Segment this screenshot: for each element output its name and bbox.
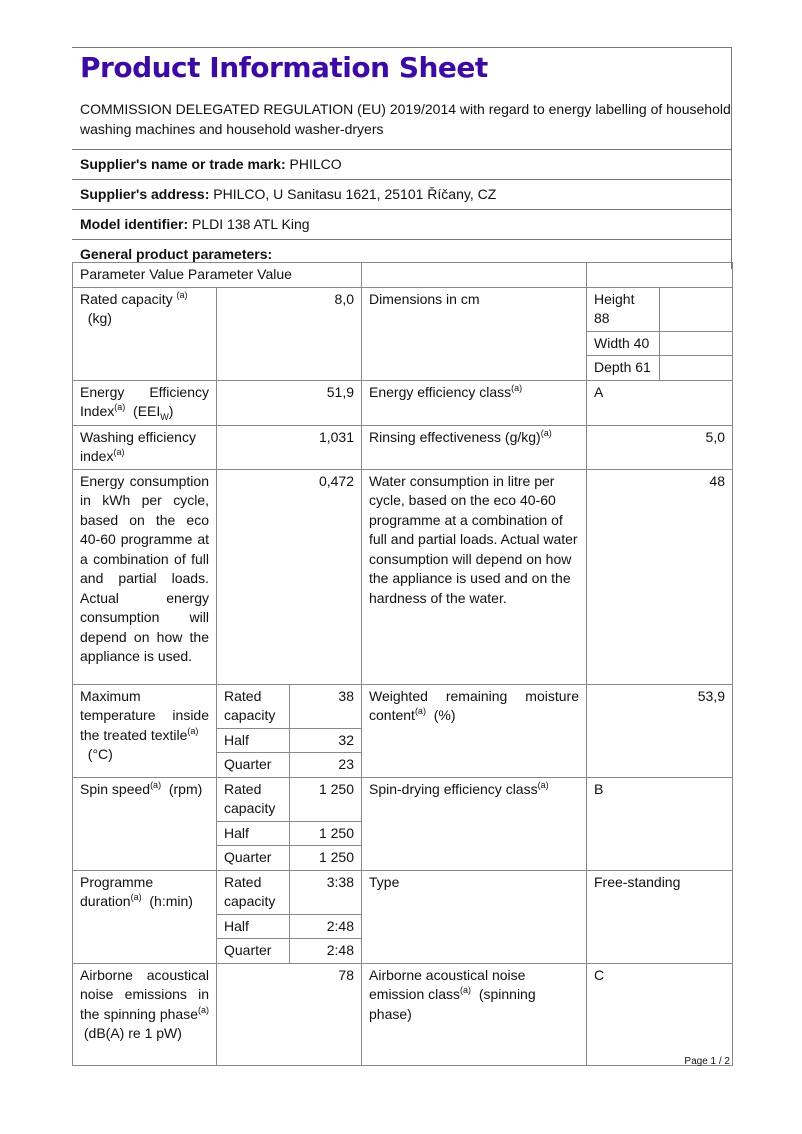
rated-capacity-label: Rated capacity (a) (kg) [72, 286, 217, 381]
table-row: Washing efficiency index(a) 1,031 Rinsin… [72, 424, 733, 470]
supplier-address: Supplier's address: PHILCO, U Sanitasu 1… [72, 179, 731, 209]
table-row: Programme duration(a) (h:min) Rated capa… [72, 869, 733, 964]
table-header-row: Parameter Value Parameter Value [72, 262, 733, 288]
general-parameters-heading: General product parameters: [72, 239, 731, 269]
table-row: Spin speed(a) (rpm) Rated capacity 1 250 … [72, 776, 733, 871]
regulation-text: COMMISSION DELEGATED REGULATION (EU) 201… [80, 101, 731, 137]
table-row: Maximum temperature inside the treated t… [72, 683, 733, 778]
table-row: Rated capacity (a) (kg) 8,0 Dimensions i… [72, 286, 733, 381]
table-row: Airborne acoustical noise emissions in t… [72, 962, 733, 1066]
table-row: Energy consumption in kWh per cycle, bas… [72, 468, 733, 685]
parameters-table: Parameter Value Parameter Value Rated ca… [72, 262, 733, 1066]
model-identifier: Model identifier: PLDI 138 ATL King [72, 209, 731, 239]
supplier-name: Supplier's name or trade mark: PHILCO [72, 149, 731, 179]
page-number: Page 1 / 2 [684, 1056, 730, 1067]
table-row: Energy Efficiency Index(a) (EEIW) 51,9 E… [72, 379, 733, 426]
header-frame: Product Information Sheet COMMISSION DEL… [72, 47, 732, 269]
page-title: Product Information Sheet [80, 51, 488, 84]
